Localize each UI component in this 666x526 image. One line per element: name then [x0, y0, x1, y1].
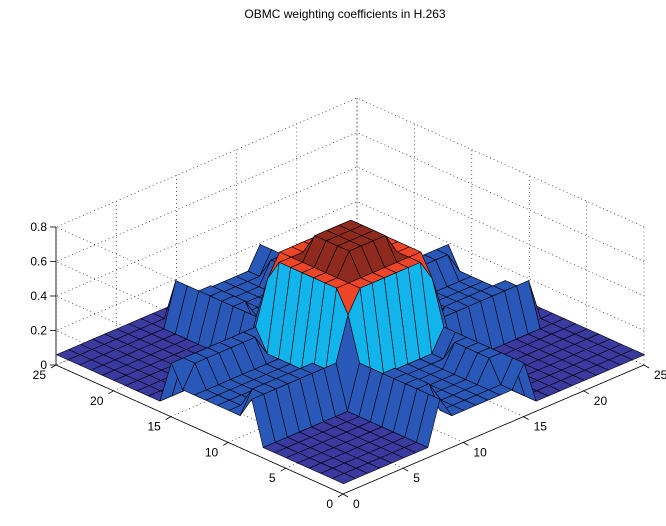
x-tick-label: 10 [473, 445, 487, 459]
x-tick-mark [583, 390, 590, 395]
x-tick-mark [402, 467, 409, 472]
surface-layer [56, 219, 645, 484]
x-tick-mark [463, 442, 469, 446]
chart-title: OBMC weighting coefficients in H.263 [244, 7, 446, 21]
axes-layer [50, 226, 650, 498]
x-tick-label: 20 [594, 394, 608, 408]
x-tick-mark [643, 364, 650, 369]
y-tick-label: 20 [90, 394, 104, 408]
z-tick-label: 0.8 [30, 220, 47, 234]
x-tick-label: 25 [654, 368, 666, 382]
z-tick-label: 0 [40, 358, 47, 372]
surface-patch [331, 473, 356, 484]
y-tick-mark [337, 493, 344, 498]
y-tick-label: 15 [147, 420, 161, 434]
z-tick-label: 0.6 [30, 255, 47, 269]
x-tick-label: 15 [534, 420, 548, 434]
x-tick-mark [523, 416, 529, 420]
y-tick-mark [222, 442, 229, 446]
y-tick-label: 25 [33, 368, 47, 382]
y-tick-label: 10 [205, 445, 219, 459]
y-axis-line [55, 364, 344, 495]
y-tick-label: 5 [269, 471, 276, 485]
z-tick-label: 0.2 [30, 324, 47, 338]
y-tick-label: 0 [326, 497, 333, 511]
x-axis-line [342, 364, 645, 495]
y-tick-mark [50, 364, 57, 369]
y-tick-mark [165, 416, 172, 420]
y-tick-mark [108, 390, 114, 395]
x-tick-label: 0 [353, 497, 360, 511]
y-tick-mark [280, 467, 286, 472]
x-tick-label: 5 [413, 471, 420, 485]
x-tick-mark [342, 493, 349, 498]
z-tick-label: 0.4 [30, 289, 47, 303]
